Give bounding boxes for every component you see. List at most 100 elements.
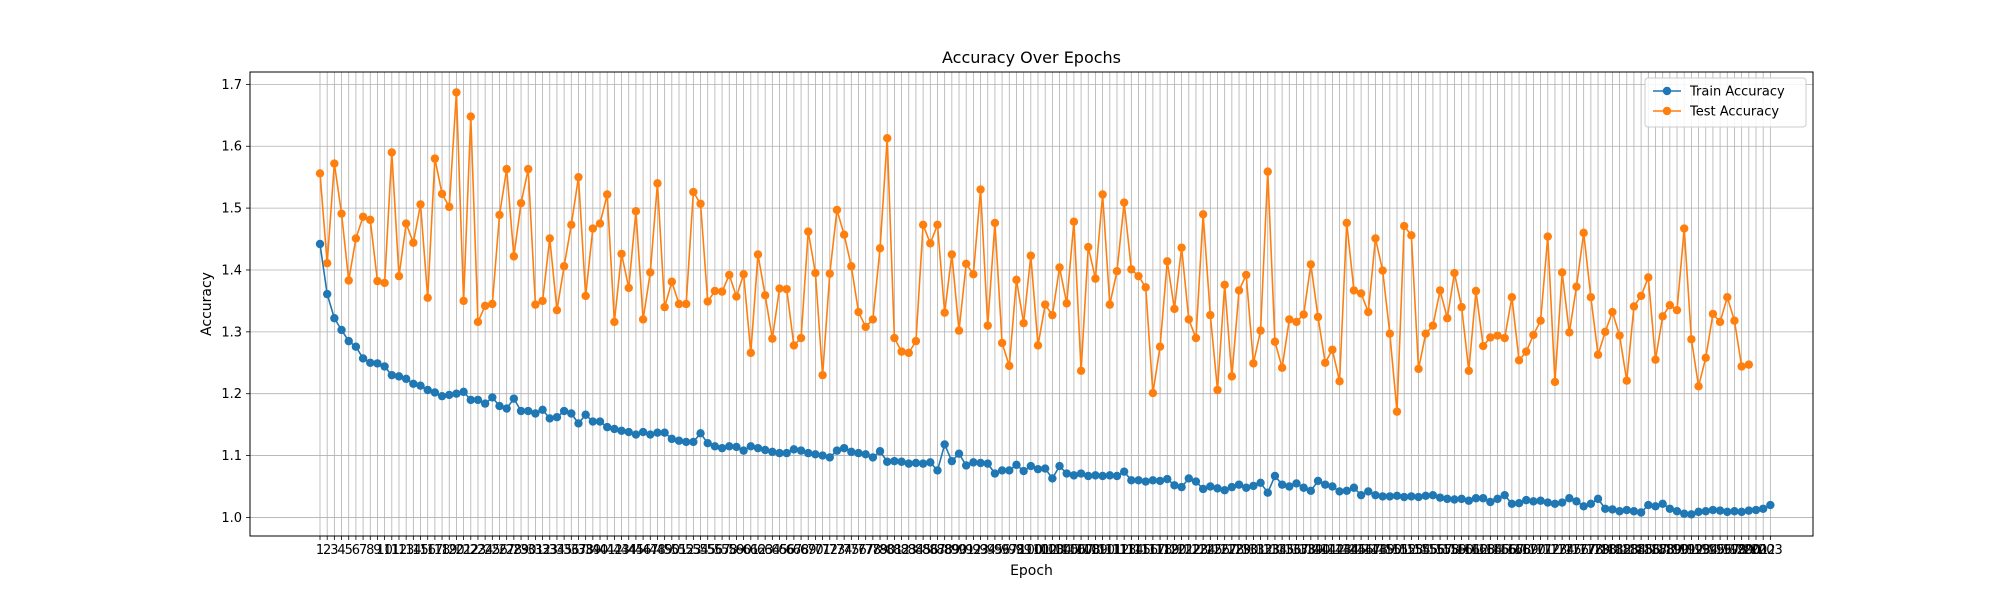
- chart-title: Accuracy Over Epochs: [942, 48, 1121, 67]
- data-point: [1270, 471, 1280, 481]
- data-point: [789, 445, 799, 454]
- data-point: [861, 450, 870, 459]
- x-tick-label: 35: [556, 543, 573, 558]
- data-point: [1134, 476, 1143, 485]
- data-point: [1392, 491, 1402, 500]
- x-tick-label: 101: [1026, 543, 1051, 558]
- series-line: [319, 91, 1750, 413]
- x-tick-label: 48: [649, 543, 666, 558]
- data-point: [1328, 345, 1337, 354]
- data-point: [1557, 498, 1567, 507]
- data-point: [524, 406, 533, 416]
- data-point: [1012, 460, 1021, 470]
- data-point: [1435, 286, 1445, 295]
- data-point: [710, 286, 720, 296]
- x-tick-label: 112: [1105, 543, 1130, 558]
- data-point: [1062, 299, 1071, 308]
- data-point: [1134, 271, 1143, 281]
- x-tick-label: 183: [1614, 543, 1639, 558]
- x-tick-label: 21: [455, 543, 472, 558]
- data-point: [1522, 347, 1531, 356]
- x-tick-label: 135: [1270, 543, 1295, 558]
- x-tick-label: 39: [585, 543, 602, 558]
- x-tick-label: 111: [1097, 543, 1122, 558]
- x-tick-label: 105: [1054, 543, 1079, 558]
- data-point: [1263, 167, 1272, 176]
- data-point: [983, 321, 992, 330]
- data-point: [1206, 310, 1215, 320]
- data-point: [1213, 385, 1222, 395]
- data-point: [1076, 469, 1086, 478]
- data-point: [559, 262, 569, 271]
- data-point: [1586, 292, 1596, 302]
- x-tick-label: 70: [807, 543, 824, 558]
- data-point: [351, 342, 361, 351]
- data-point: [366, 358, 375, 367]
- x-tick-label: 43: [613, 543, 630, 558]
- data-point: [911, 458, 921, 468]
- x-tick-label: 52: [678, 543, 695, 558]
- data-point: [1184, 474, 1193, 483]
- x-tick-label: 187: [1643, 543, 1668, 558]
- x-tick-label: 34: [549, 543, 566, 558]
- x-tick-label: 144: [1334, 543, 1359, 558]
- data-point: [452, 389, 461, 398]
- data-point: [1227, 482, 1237, 492]
- x-tick-label: 68: [793, 543, 810, 558]
- data-point: [1450, 268, 1459, 278]
- x-tick-label: 176: [1564, 543, 1589, 558]
- data-point: [674, 299, 684, 309]
- data-point: [1055, 461, 1064, 471]
- data-point: [875, 447, 885, 456]
- data-point: [315, 169, 325, 178]
- x-tick-label: 127: [1212, 543, 1237, 558]
- data-point: [717, 287, 727, 296]
- data-point: [344, 336, 353, 346]
- data-point: [1715, 506, 1725, 515]
- data-point: [603, 422, 612, 432]
- data-point: [1500, 490, 1509, 500]
- data-point: [990, 469, 1000, 478]
- data-point: [696, 429, 705, 438]
- x-tick-label: 184: [1622, 543, 1647, 558]
- data-point: [1198, 210, 1208, 219]
- data-point: [847, 262, 856, 271]
- data-point: [466, 395, 475, 405]
- data-point: [1399, 492, 1409, 502]
- x-tick-label: 115: [1126, 543, 1151, 558]
- data-point: [531, 300, 540, 309]
- data-point: [1256, 478, 1265, 487]
- data-point: [1751, 505, 1761, 515]
- data-point: [1428, 321, 1438, 330]
- data-point: [696, 199, 705, 208]
- data-point: [1737, 362, 1746, 371]
- x-tick-label: 38: [577, 543, 594, 558]
- data-point: [1493, 494, 1502, 504]
- x-tick-label: 167: [1499, 543, 1524, 558]
- data-point: [401, 219, 411, 228]
- x-tick-label: 194: [1693, 543, 1718, 558]
- x-tick-label: 180: [1593, 543, 1618, 558]
- data-point: [1040, 464, 1050, 473]
- x-tick-label: 79: [872, 543, 889, 558]
- x-tick-label: 23: [470, 543, 487, 558]
- x-tick-label: 8: [366, 543, 374, 558]
- data-point: [1435, 493, 1445, 502]
- series-layer: [315, 88, 1775, 519]
- data-point: [603, 190, 612, 199]
- x-tick-label: 9: [373, 543, 381, 558]
- data-point: [1270, 337, 1280, 346]
- x-tick-label: 189: [1657, 543, 1682, 558]
- x-tick-label: 78: [865, 543, 882, 558]
- data-point: [1141, 283, 1150, 292]
- x-tick-label: 96: [994, 543, 1011, 558]
- data-point: [1694, 507, 1703, 517]
- data-point: [918, 220, 928, 230]
- x-tick-label: 136: [1277, 543, 1302, 558]
- data-point: [1471, 494, 1481, 503]
- x-tick-label: 185: [1629, 543, 1654, 558]
- data-point: [904, 459, 913, 468]
- data-point: [552, 305, 562, 315]
- data-point: [660, 302, 669, 312]
- data-point: [940, 440, 949, 449]
